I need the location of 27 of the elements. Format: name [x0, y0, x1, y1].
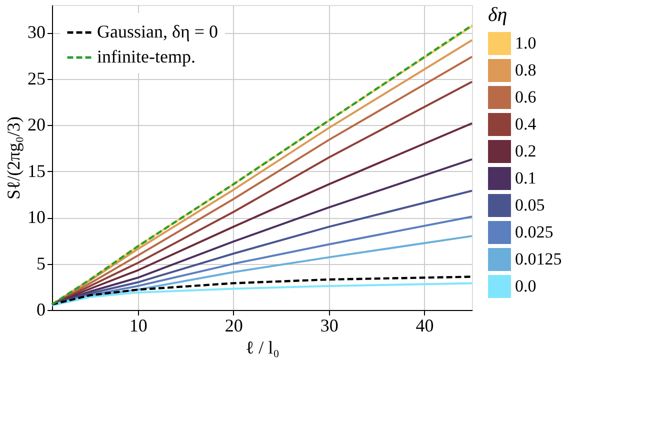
- y-axis-title: Sℓ/(2πg₀/3): [4, 116, 24, 200]
- legend-label: infinite-temp.: [97, 46, 196, 66]
- y-tick-label: 0: [36, 300, 46, 320]
- x-axis-title: ℓ / l₀: [246, 338, 280, 358]
- legend-label: 0.8: [515, 60, 536, 80]
- legend-label: 0.2: [515, 142, 536, 160]
- x-tick-label: 30: [320, 316, 338, 336]
- legend-label: 0.05: [515, 196, 545, 214]
- legend-label: 0.0: [515, 276, 536, 296]
- legend-label: 1.0: [515, 34, 536, 52]
- y-tick-label: 25: [28, 68, 46, 88]
- x-tick-label: 20: [224, 316, 243, 336]
- y-tick-label: 5: [36, 253, 46, 274]
- legend-label: 0.1: [515, 168, 536, 188]
- x-tick-label: 10: [129, 316, 148, 336]
- y-tick-label: 15: [28, 160, 46, 181]
- legend-label: 0.025: [515, 222, 554, 242]
- y-tick-label: 30: [28, 22, 46, 42]
- legend-title: δη: [488, 4, 508, 26]
- legend-label: 0.0125: [515, 250, 562, 268]
- y-tick-label: 10: [28, 207, 46, 228]
- y-tick-label: 20: [28, 114, 46, 135]
- legend-label: 0.6: [515, 88, 536, 106]
- legend-label: Gaussian, δη = 0: [97, 22, 218, 42]
- line-series: [51, 282, 473, 306]
- x-tick-label: 40: [416, 316, 434, 336]
- legend-label: 0.4: [515, 114, 537, 134]
